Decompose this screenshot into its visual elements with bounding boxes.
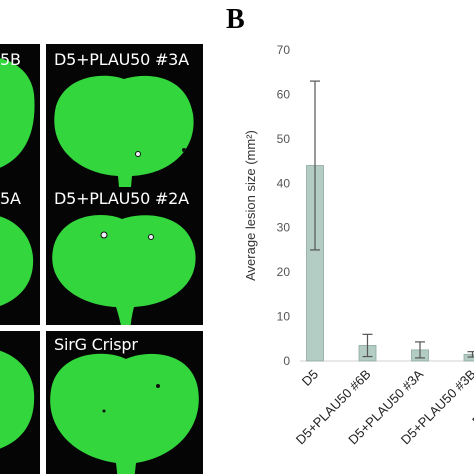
y-tick-label: 20 (277, 265, 291, 279)
leaf-image (52, 215, 196, 325)
y-tick-label: 60 (277, 87, 291, 101)
panel-label: 5B (0, 50, 21, 69)
photo-panel-bottom-left (0, 331, 40, 474)
panel-label: 5A (0, 189, 21, 208)
photo-panel-top-right: D5+PLAU50 #3A (46, 44, 203, 187)
photo-panel-bottom-right: SirG Crispr (46, 331, 203, 474)
panel-letter: B (226, 4, 245, 35)
y-tick-label: 70 (277, 43, 291, 57)
y-tick-label: 0 (283, 354, 290, 368)
y-tick-label: 40 (277, 176, 291, 190)
photo-panel-top-left: 5B (0, 44, 40, 187)
photo-panel-mid-right: D5+PLAU50 #2A (46, 187, 203, 325)
leaf-image (50, 353, 199, 474)
leaf-image (54, 75, 194, 187)
y-tick-label: 10 (277, 310, 291, 324)
leaf-image (0, 350, 35, 449)
panel-label: D5+PLAU50 #3A (54, 50, 189, 69)
photo-panel-mid-left: 5A (0, 187, 40, 325)
x-tick-label: D5 (299, 367, 321, 389)
y-tick-label: 50 (277, 132, 291, 146)
leaf-image (0, 58, 35, 168)
panel-label: SirG Crispr (54, 335, 138, 354)
panel-label: D5+PLAU50 #2A (54, 189, 189, 208)
y-axis-label: Average lesion size (mm²) (243, 130, 258, 281)
leaf-image (0, 216, 34, 306)
y-tick-label: 30 (277, 221, 291, 235)
